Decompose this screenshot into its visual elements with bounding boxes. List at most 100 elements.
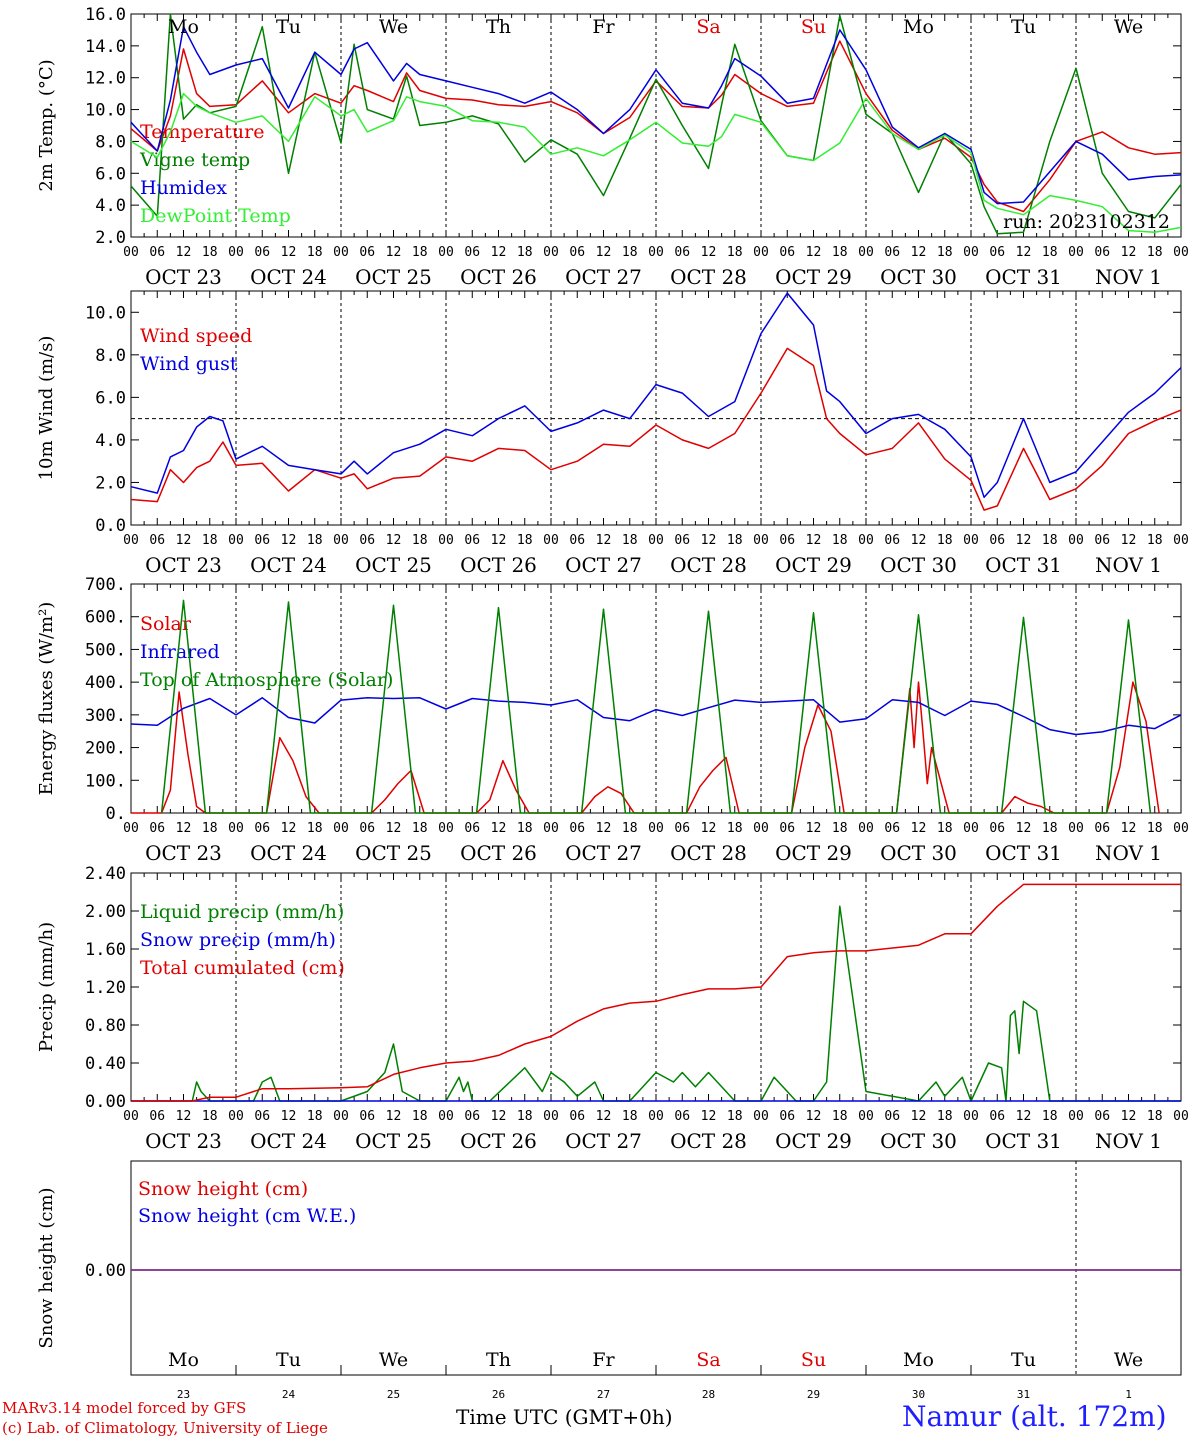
hour-tick-label: 12 xyxy=(911,533,927,548)
series-line-wind-speed xyxy=(130,347,1182,511)
day-number-label: 26 xyxy=(492,1388,505,1401)
hour-tick-label: 18 xyxy=(517,533,533,548)
hour-tick-label: 00 xyxy=(228,533,244,548)
y-tick-label: 10.0 xyxy=(85,303,126,323)
hour-tick-label: 12 xyxy=(176,1109,192,1124)
date-label: OCT 29 xyxy=(775,265,852,289)
weekday-label: We xyxy=(1114,16,1143,38)
hour-tick-label: 00 xyxy=(1068,1109,1084,1124)
hour-tick-label: 12 xyxy=(596,533,612,548)
hour-tick-label: 12 xyxy=(1016,821,1032,836)
legend-entry: Solar xyxy=(140,613,192,635)
hour-tick-label: 06 xyxy=(254,821,270,836)
hour-tick-label: 00 xyxy=(753,821,769,836)
date-label: OCT 29 xyxy=(775,841,852,865)
y-axis-title: 10m Wind (m/s) xyxy=(36,336,57,481)
y-tick-label: 6.0 xyxy=(95,164,126,184)
hour-tick-label: 18 xyxy=(517,245,533,260)
hour-tick-label: 06 xyxy=(464,245,480,260)
hour-tick-label: 18 xyxy=(937,245,953,260)
y-tick-label: 400. xyxy=(85,673,126,693)
hour-tick-label: 00 xyxy=(963,245,979,260)
date-label: NOV 1 xyxy=(1095,553,1162,577)
date-label: OCT 25 xyxy=(355,841,432,865)
hour-tick-label: 06 xyxy=(149,1109,165,1124)
y-tick-label: 1.20 xyxy=(85,978,126,998)
hour-tick-label: 00 xyxy=(1173,821,1189,836)
date-label: OCT 24 xyxy=(250,265,327,289)
hour-tick-label: 12 xyxy=(386,821,402,836)
hour-tick-label: 00 xyxy=(753,1109,769,1124)
hour-tick-label: 06 xyxy=(359,821,375,836)
hour-tick-label: 06 xyxy=(989,245,1005,260)
date-label: OCT 28 xyxy=(670,265,747,289)
hour-tick-label: 00 xyxy=(228,1109,244,1124)
hour-tick-label: 00 xyxy=(438,533,454,548)
hour-tick-label: 06 xyxy=(674,533,690,548)
series-line-temperature xyxy=(130,40,1182,213)
y-tick-label: 0.00 xyxy=(85,1092,126,1112)
time-axis-label: Time UTC (GMT+0h) xyxy=(456,1405,673,1429)
hour-tick-label: 12 xyxy=(281,245,297,260)
hour-tick-label: 12 xyxy=(806,245,822,260)
hour-tick-label: 06 xyxy=(149,245,165,260)
y-axis-title: Energy fluxes (W/m²) xyxy=(36,602,57,796)
legend-entry: Total cumulated (cm) xyxy=(140,957,345,979)
y-tick-label: 8.0 xyxy=(95,346,126,366)
y-tick-label: 16.0 xyxy=(85,5,126,25)
hour-tick-label: 00 xyxy=(543,533,559,548)
hour-tick-label: 06 xyxy=(149,821,165,836)
date-label: OCT 24 xyxy=(250,841,327,865)
hour-tick-label: 12 xyxy=(1016,245,1032,260)
hour-tick-label: 06 xyxy=(1094,533,1110,548)
hour-tick-label: 18 xyxy=(307,821,323,836)
hour-tick-label: 00 xyxy=(858,533,874,548)
date-label: OCT 30 xyxy=(880,1129,957,1153)
legend-entry: Top of Atmosphere (Solar) xyxy=(140,669,393,691)
y-tick-label: 12.0 xyxy=(85,69,126,89)
weekday-label: Mo xyxy=(168,1349,199,1371)
y-tick-label: 0.80 xyxy=(85,1016,126,1036)
hour-tick-label: 18 xyxy=(727,1109,743,1124)
hour-tick-label: 06 xyxy=(149,533,165,548)
weekday-label: Sa xyxy=(696,16,720,38)
hour-tick-label: 18 xyxy=(1042,1109,1058,1124)
date-label: OCT 27 xyxy=(565,841,642,865)
hour-tick-label: 12 xyxy=(701,1109,717,1124)
date-label: OCT 24 xyxy=(250,1129,327,1153)
hour-tick-label: 06 xyxy=(779,533,795,548)
date-label: OCT 28 xyxy=(670,841,747,865)
hour-tick-label: 00 xyxy=(123,821,139,836)
hour-tick-label: 00 xyxy=(123,1109,139,1124)
date-label: OCT 27 xyxy=(565,1129,642,1153)
date-label: OCT 24 xyxy=(250,553,327,577)
hour-tick-label: 12 xyxy=(806,1109,822,1124)
weekday-label: Th xyxy=(486,1349,511,1371)
weekday-label: Sa xyxy=(696,1349,720,1371)
hour-tick-label: 06 xyxy=(989,533,1005,548)
date-label: OCT 23 xyxy=(145,553,222,577)
hour-tick-label: 12 xyxy=(491,533,507,548)
hour-tick-label: 06 xyxy=(254,533,270,548)
day-number-label: 24 xyxy=(282,1388,296,1401)
hour-tick-label: 18 xyxy=(832,533,848,548)
hour-tick-label: 06 xyxy=(674,1109,690,1124)
y-tick-label: 700. xyxy=(85,575,126,595)
date-label: OCT 27 xyxy=(565,265,642,289)
hour-tick-label: 06 xyxy=(569,245,585,260)
legend-entry: Snow height (cm) xyxy=(138,1178,308,1200)
hour-tick-label: 12 xyxy=(806,821,822,836)
hour-tick-label: 00 xyxy=(438,821,454,836)
hour-tick-label: 06 xyxy=(1094,821,1110,836)
day-number-label: 30 xyxy=(912,1388,925,1401)
hour-tick-label: 12 xyxy=(806,533,822,548)
y-tick-label: 14.0 xyxy=(85,37,126,57)
y-axis-title: Snow height (cm) xyxy=(36,1187,57,1348)
legend-entry: Snow precip (mm/h) xyxy=(140,929,336,951)
hour-tick-label: 06 xyxy=(464,1109,480,1124)
series-line-humidex xyxy=(130,25,1182,205)
legend-entry: DewPoint Temp xyxy=(140,205,291,227)
series-line-liquid-precip-mm-h- xyxy=(131,905,1181,1102)
hour-tick-label: 12 xyxy=(281,533,297,548)
hour-tick-label: 00 xyxy=(1173,245,1189,260)
